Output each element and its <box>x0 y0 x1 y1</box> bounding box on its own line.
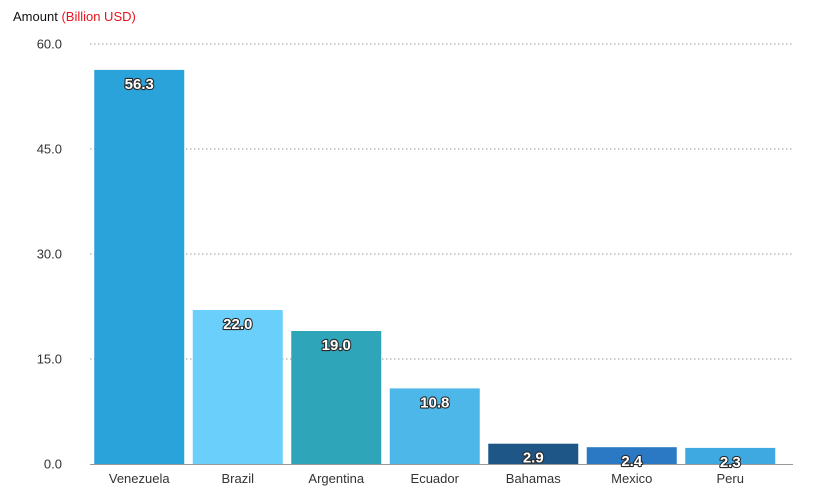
bar <box>94 69 185 465</box>
bar <box>586 447 677 464</box>
y-axis-title: Amount (Billion USD) <box>13 9 136 24</box>
bar <box>685 447 776 464</box>
bar-value-label: 56.3 <box>125 76 154 93</box>
bar <box>192 310 283 464</box>
bar-value-label: 22.0 <box>223 316 252 333</box>
y-tick-label: 60.0 <box>37 37 62 52</box>
y-tick-label: 45.0 <box>37 142 62 157</box>
bar <box>291 331 382 464</box>
y-axis-unit: (Billion USD) <box>61 9 136 24</box>
bar-value-label: 2.4 <box>621 453 643 470</box>
bar <box>488 443 579 464</box>
x-tick-label: Mexico <box>611 471 652 486</box>
y-tick-label: 30.0 <box>37 247 62 262</box>
bar-value-label: 10.8 <box>420 394 449 411</box>
y-tick-label: 0.0 <box>44 457 62 472</box>
bar-value-label: 2.3 <box>720 454 741 471</box>
x-tick-label: Brazil <box>221 471 254 486</box>
bar-value-label: 2.9 <box>523 450 544 467</box>
bar <box>389 388 480 464</box>
x-tick-label: Argentina <box>308 471 364 486</box>
x-tick-label: Venezuela <box>109 471 170 486</box>
y-tick-label: 15.0 <box>37 352 62 367</box>
x-tick-label: Ecuador <box>411 471 460 486</box>
x-tick-label: Peru <box>717 471 744 486</box>
bar-value-label: 19.0 <box>322 337 351 354</box>
x-tick-label: Bahamas <box>506 471 561 486</box>
y-axis-label: Amount <box>13 9 58 24</box>
